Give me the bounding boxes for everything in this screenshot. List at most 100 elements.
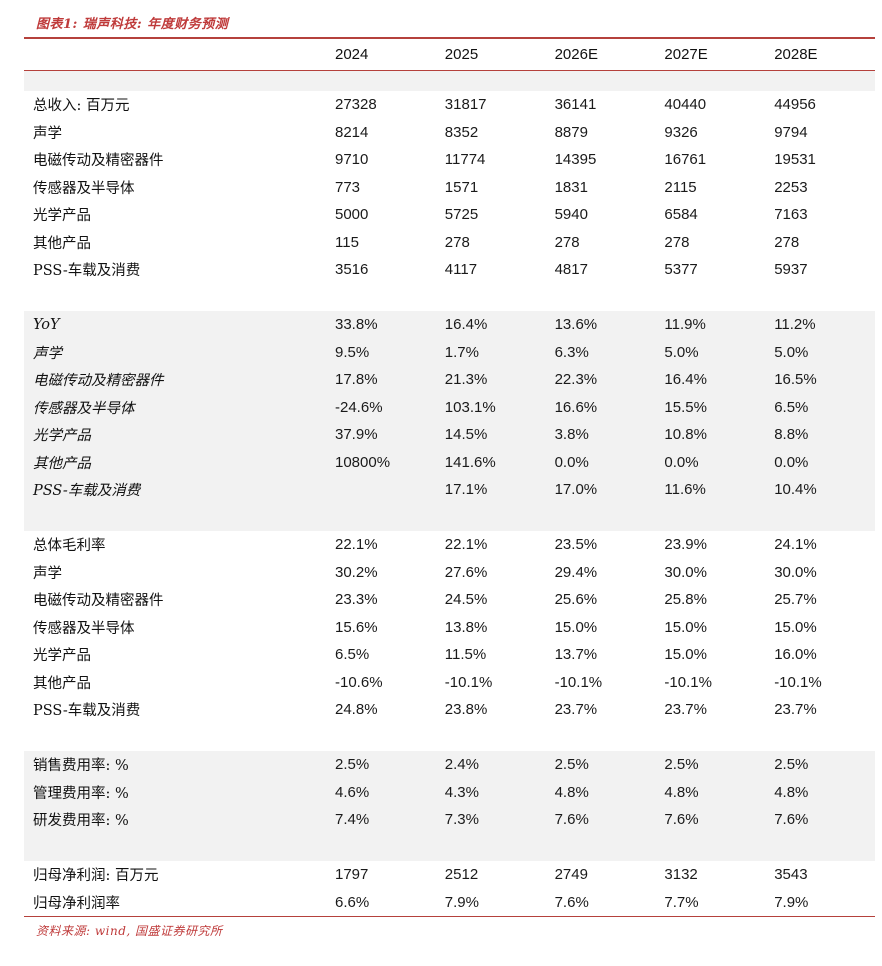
cell-value: 25.8% [664,591,707,609]
table-row: 电磁传动及精密器件 17.8% 21.3% 22.3% 16.4% 16.5% [24,366,875,394]
cell-value: 24.1% [774,536,817,554]
cell-value: 15.0% [664,646,707,664]
cell-value: 23.7% [554,701,598,719]
cell-value: 14395 [554,151,597,169]
cell-value: 0.0% [554,453,589,471]
row-label: 声学 [33,125,62,142]
cell-value: 115 [335,233,359,251]
table-row: 光学产品 37.9% 14.5% 3.8% 10.8% 8.8% [24,421,875,449]
cell-value: 1797 [335,866,369,884]
cell-value: 0.0% [664,453,699,471]
cell-value: 17.8% [335,371,378,389]
cell-value: 16761 [664,151,707,169]
cell-value: 278 [444,233,470,251]
cell-value: 16.6% [554,398,598,416]
cell-value: 40440 [664,96,707,114]
cell-value: 8352 [444,123,479,141]
table-row: 光学产品 6.5% 11.5% 13.7% 15.0% 16.0% [24,641,875,669]
table-row: PSS-车载及消费 17.1% 17.0% 11.6% 10.4% [24,476,875,504]
cell-value: 8879 [554,123,588,141]
cell-value: 9794 [774,123,808,141]
spacer-row [24,71,875,91]
cell-value: 3543 [774,866,808,884]
cell-value: 23.7% [664,701,707,719]
row-label: 光学产品 [33,428,91,445]
cell-value: 2749 [554,866,588,884]
cell-value: 9326 [664,123,698,141]
cell-value: 2.5% [664,756,699,774]
cell-value: 278 [554,233,580,251]
row-label: 传感器及半导体 [33,400,135,417]
cell-value: 31817 [444,96,487,114]
cell-value: 10800% [335,453,391,471]
table-row: 电磁传动及精密器件 9710 11774 14395 16761 19531 [24,146,875,174]
row-label: 管理费用率: % [33,785,129,802]
cell-value: 1831 [554,178,588,196]
cell-value: 44956 [774,96,816,114]
cell-value: 27.6% [444,563,488,581]
cell-value: 11.9% [664,316,706,334]
cell-value: 7.7% [664,893,699,911]
cell-value: 3.8% [554,426,589,444]
cell-value: 5940 [554,206,588,224]
cell-value: 11774 [444,151,486,169]
table-row: 销售费用率: % 2.5% 2.4% 2.5% 2.5% 2.5% [24,751,875,779]
cell-value: 141.6% [444,453,496,471]
cell-value: 7163 [774,206,808,224]
spacer-row [24,833,875,861]
cell-value: 8214 [335,123,369,141]
year-header-2027e: 2027E [664,46,708,63]
cell-value: 22.3% [554,371,598,389]
table-row: 传感器及半导体 -24.6% 103.1% 16.6% 15.5% 6.5% [24,393,875,421]
cell-value: 37.9% [335,426,378,444]
financial-forecast-table: 2024 2025 2026E 2027E 2028E 总收入: 百万元 2732… [24,37,875,917]
cell-value: -24.6% [335,398,383,416]
cell-value: 11.5% [444,646,487,664]
cell-value: 4817 [554,261,588,279]
table-row: 归母净利润率 6.6% 7.9% 7.6% 7.7% 7.9% [24,888,875,916]
row-label: 光学产品 [33,208,91,225]
cell-value: 30.2% [335,563,378,581]
table-row: PSS-车载及消费 24.8% 23.8% 23.7% 23.7% 23.7% [24,696,875,724]
year-header-2025: 2025 [444,46,479,63]
table-header-row: 2024 2025 2026E 2027E 2028E [24,39,875,71]
year-header-2024: 2024 [335,46,369,63]
table-row: 其他产品 115 278 278 278 278 [24,228,875,256]
cell-value: 33.8% [335,316,378,334]
cell-value: 15.0% [774,618,817,636]
cell-value: 5725 [444,206,479,224]
table-row: 传感器及半导体 15.6% 13.8% 15.0% 15.0% 15.0% [24,613,875,641]
table-row: 其他产品 -10.6% -10.1% -10.1% -10.1% -10.1% [24,668,875,696]
cell-value: 23.5% [554,536,598,554]
chart-title: 图表1: 瑞声科技: 年度财务预测 [36,17,229,32]
cell-value: 25.7% [774,591,817,609]
cell-value: 10.8% [664,426,707,444]
row-label: 光学产品 [33,648,91,665]
row-label: PSS-车载及消费 [33,703,141,720]
row-label: 电磁传动及精密器件 [33,373,164,390]
cell-value: 15.5% [664,398,707,416]
cell-value: 6.5% [335,646,370,664]
cell-value: 16.0% [774,646,817,664]
table-row: 传感器及半导体 773 1571 1831 2115 2253 [24,173,875,201]
cell-value: 4.8% [554,783,589,801]
cell-value: 7.9% [444,893,479,911]
cell-value: 4.8% [664,783,699,801]
cell-value: 16.5% [774,371,817,389]
row-label: PSS-车载及消费 [33,263,141,280]
cell-value: 4.3% [444,783,479,801]
cell-value: 2115 [664,178,697,196]
table-row: 光学产品 5000 5725 5940 6584 7163 [24,201,875,229]
cell-value: 5377 [664,261,698,279]
cell-value: 9.5% [335,343,370,361]
table-row: 声学 8214 8352 8879 9326 9794 [24,118,875,146]
cell-value: 13.7% [554,646,598,664]
row-label: 研发费用率: % [33,813,129,830]
spacer-row [24,283,875,311]
cell-value: 2.5% [335,756,370,774]
cell-value: 24.8% [335,701,378,719]
cell-value: 11.2% [774,316,816,334]
table-row: 研发费用率: % 7.4% 7.3% 7.6% 7.6% 7.6% [24,806,875,834]
row-label: 销售费用率: % [33,758,129,775]
cell-value: 19531 [774,151,816,169]
